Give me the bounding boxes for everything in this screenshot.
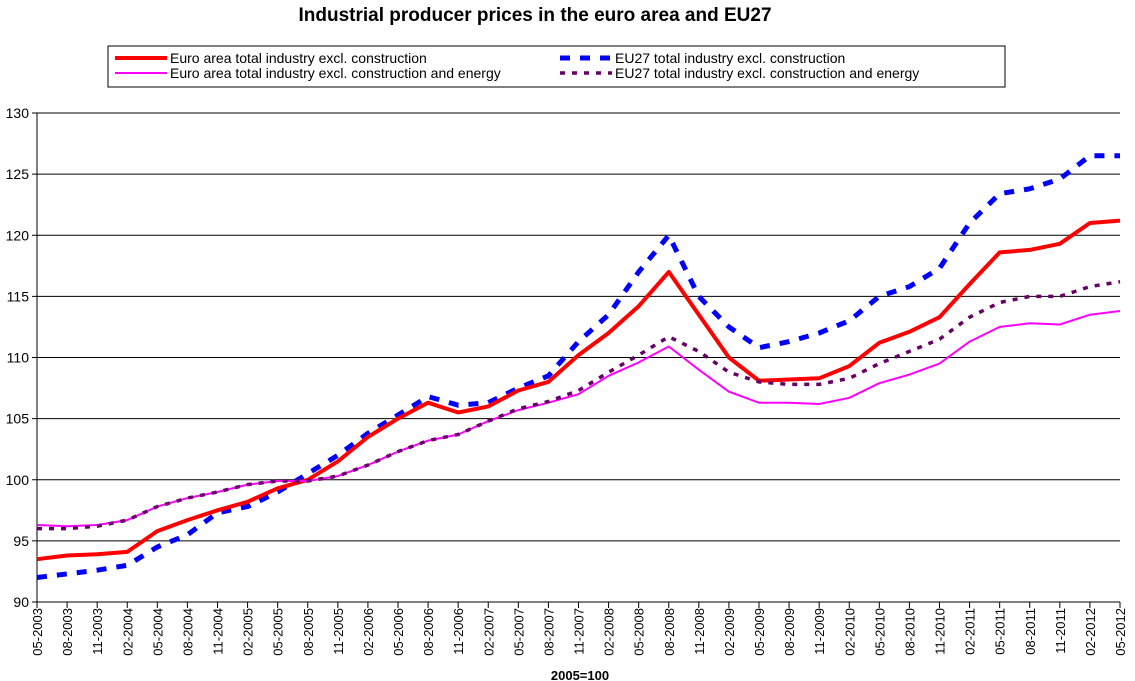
x-tick-label: 05-2004 (150, 608, 165, 656)
x-axis-label: 2005=100 (551, 668, 609, 681)
x-tick-label: 02-2005 (241, 608, 256, 656)
x-axis: 05-2003 08-2003 11-2003 02-2004 05-2004 08-20… (30, 601, 1128, 656)
y-tick-label: 130 (6, 105, 30, 121)
x-tick-label: 02-2011 (963, 608, 978, 655)
x-tick-label: 08-2011 (1023, 608, 1038, 655)
x-tick-label: 11-2008 (692, 608, 707, 655)
x-tick-label: 05-2008 (632, 608, 647, 656)
x-tick-label: 02-2010 (842, 608, 857, 656)
x-tick-label: 05-2010 (872, 608, 887, 656)
legend-box (107, 45, 1006, 88)
x-tick-label: 02-2006 (361, 608, 376, 656)
x-tick-label: 05-2006 (391, 608, 406, 656)
x-tick-label: 08-2004 (180, 608, 195, 656)
y-tick-label: 120 (6, 227, 30, 243)
x-tick-label: 02-2012 (1083, 608, 1098, 656)
y-tick-label: 95 (13, 533, 29, 549)
x-tick-label: 08-2003 (60, 608, 75, 656)
x-tick-label: 02-2007 (481, 608, 496, 656)
y-axis: 90 95 100 105 110 115 120 125 130 (6, 105, 38, 610)
legend-label-3: Euro area total industry excl. construct… (170, 65, 501, 81)
legend-label-2: EU27 total industry excl. construction (615, 50, 845, 66)
y-tick-label: 125 (6, 166, 30, 182)
gridlines (37, 112, 1120, 542)
y-tick-label: 115 (7, 288, 30, 304)
x-tick-label: 11-2006 (451, 608, 466, 655)
x-tick-label: 08-2009 (782, 608, 797, 656)
series-lines (36, 153, 1121, 580)
y-tick-label: 105 (6, 411, 30, 427)
x-tick-label: 05-2003 (30, 608, 45, 656)
x-tick-label: 08-2005 (301, 608, 316, 656)
x-tick-label: 11-2005 (331, 608, 346, 655)
legend: EU27 total industry excl. construction Eu… (107, 45, 1006, 88)
legend-label-4: EU27 total industry excl. construction a… (615, 65, 919, 81)
x-tick-label: 11-2009 (812, 608, 827, 655)
x-tick-label: 05-2011 (993, 608, 1008, 655)
chart-title: Industrial producer prices in the euro a… (298, 5, 771, 26)
x-tick-label: 08-2010 (902, 608, 917, 656)
x-tick-label: 08-2007 (541, 608, 556, 656)
series-line-3 (36, 310, 1121, 528)
x-tick-label: 05-2005 (271, 608, 286, 656)
legend-label-1: Euro area total industry excl. construct… (170, 50, 427, 66)
x-tick-label: 11-2004 (211, 608, 226, 655)
x-tick-label: 08-2008 (662, 608, 677, 656)
x-tick-label: 11-2007 (572, 608, 587, 655)
y-tick-label: 90 (13, 594, 29, 610)
x-tick-label: 05-2007 (511, 608, 526, 656)
x-tick-label: 05-2012 (1113, 608, 1128, 656)
x-tick-label: 02-2008 (602, 608, 617, 656)
x-tick-label: 05-2009 (752, 608, 767, 656)
series-line-4 (37, 279, 1121, 531)
x-tick-label: 11-2010 (933, 608, 948, 655)
x-tick-label: 08-2006 (421, 608, 436, 656)
x-tick-label: 11-2003 (90, 608, 105, 655)
y-tick-label: 100 (6, 472, 30, 488)
x-tick-label: 11-2011 (1053, 608, 1068, 654)
x-tick-label: 02-2004 (120, 608, 135, 656)
x-tick-label: 02-2009 (722, 608, 737, 656)
series-line-1 (36, 218, 1121, 562)
y-tick-label: 110 (7, 350, 30, 366)
